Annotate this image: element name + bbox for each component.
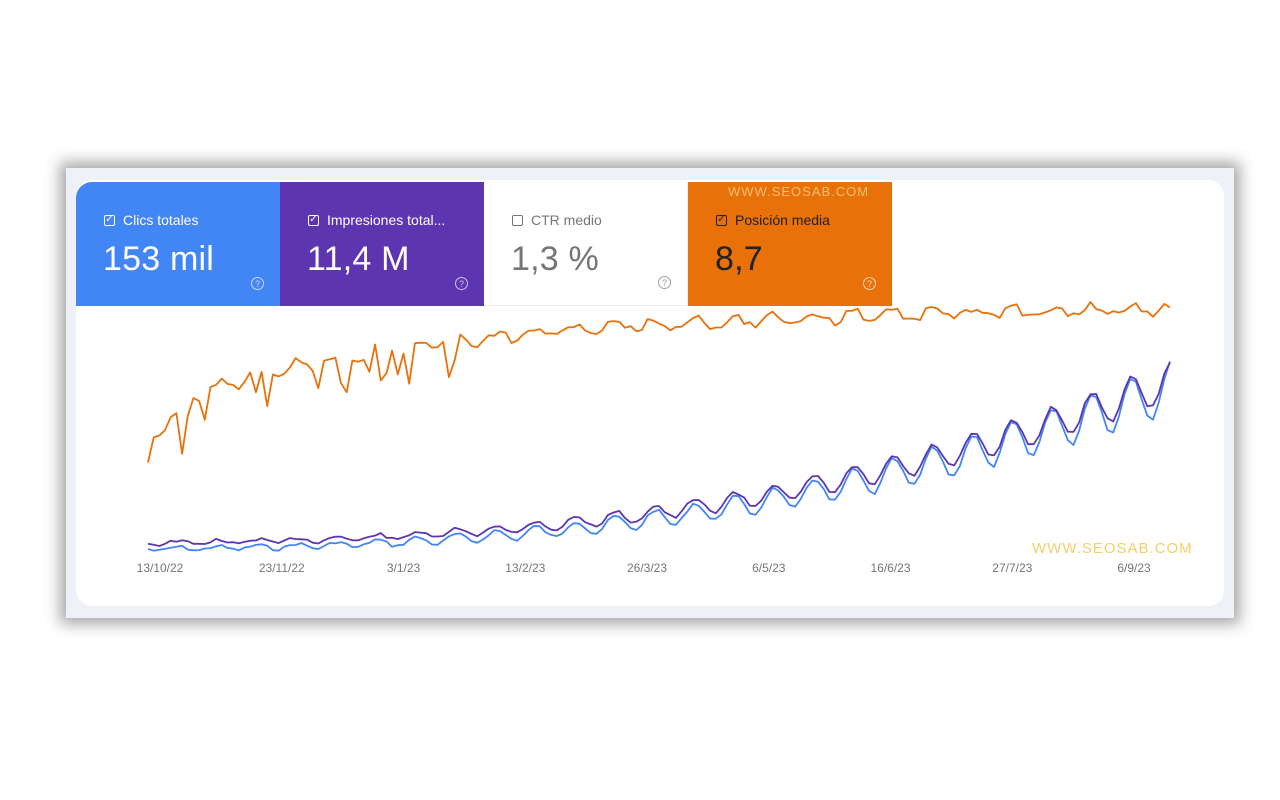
help-icon[interactable]: ? <box>658 276 671 289</box>
x-tick-label: 26/3/23 <box>627 561 667 575</box>
checkbox-unchecked-icon[interactable] <box>512 214 523 226</box>
performance-card: ✓ Clics totales 153 mil ? ✓ Impresiones … <box>76 180 1224 606</box>
metric-tile-clicks[interactable]: ✓ Clics totales 153 mil ? <box>76 182 280 306</box>
x-tick-label: 3/1/23 <box>387 561 421 575</box>
metric-label: Posición media <box>735 212 830 228</box>
help-icon[interactable]: ? <box>251 277 264 290</box>
metric-tile-position[interactable]: ✓ Posición media 8,7 ? <box>688 182 892 306</box>
x-tick-label: 6/9/23 <box>1117 561 1151 575</box>
x-tick-label: 16/6/23 <box>870 561 910 575</box>
series-line-posici-n-media <box>147 301 1171 463</box>
metric-tile-ctr[interactable]: CTR medio 1,3 % ? <box>484 182 688 306</box>
checkbox-checked-icon[interactable]: ✓ <box>104 214 115 226</box>
x-tick-label: 13/2/23 <box>505 561 545 575</box>
performance-panel: ✓ Clics totales 153 mil ? ✓ Impresiones … <box>66 168 1234 618</box>
performance-chart: 13/10/22 23/11/22 3/1/23 13/2/23 26/3/23 6/5/… <box>137 301 1171 575</box>
checkbox-checked-icon[interactable]: ✓ <box>716 214 727 226</box>
x-tick-label: 6/5/23 <box>752 561 786 575</box>
checkbox-checked-icon[interactable]: ✓ <box>308 214 319 226</box>
metric-value: 8,7 <box>715 240 763 278</box>
help-icon[interactable]: ? <box>863 277 876 290</box>
metric-label: Impresiones total... <box>327 212 446 228</box>
metric-value: 11,4 M <box>307 240 410 278</box>
x-tick-label: 23/11/22 <box>259 561 305 575</box>
help-icon[interactable]: ? <box>455 277 468 290</box>
series-line-clics-totales <box>147 361 1171 552</box>
metric-tiles: ✓ Clics totales 153 mil ? ✓ Impresiones … <box>76 182 892 306</box>
metric-label: CTR medio <box>531 212 602 228</box>
x-tick-label: 27/7/23 <box>992 561 1032 575</box>
x-tick-label: 13/10/22 <box>137 561 184 575</box>
watermark-top: WWW.SEOSAB.COM <box>728 184 870 199</box>
metric-value: 1,3 % <box>511 240 599 278</box>
watermark-bottom: WWW.SEOSAB.COM <box>1032 540 1193 557</box>
series-line-impresiones-total <box>147 361 1171 547</box>
metric-tile-impressions[interactable]: ✓ Impresiones total... 11,4 M ? <box>280 182 484 306</box>
metric-label: Clics totales <box>123 212 199 228</box>
metric-value: 153 mil <box>103 240 215 278</box>
